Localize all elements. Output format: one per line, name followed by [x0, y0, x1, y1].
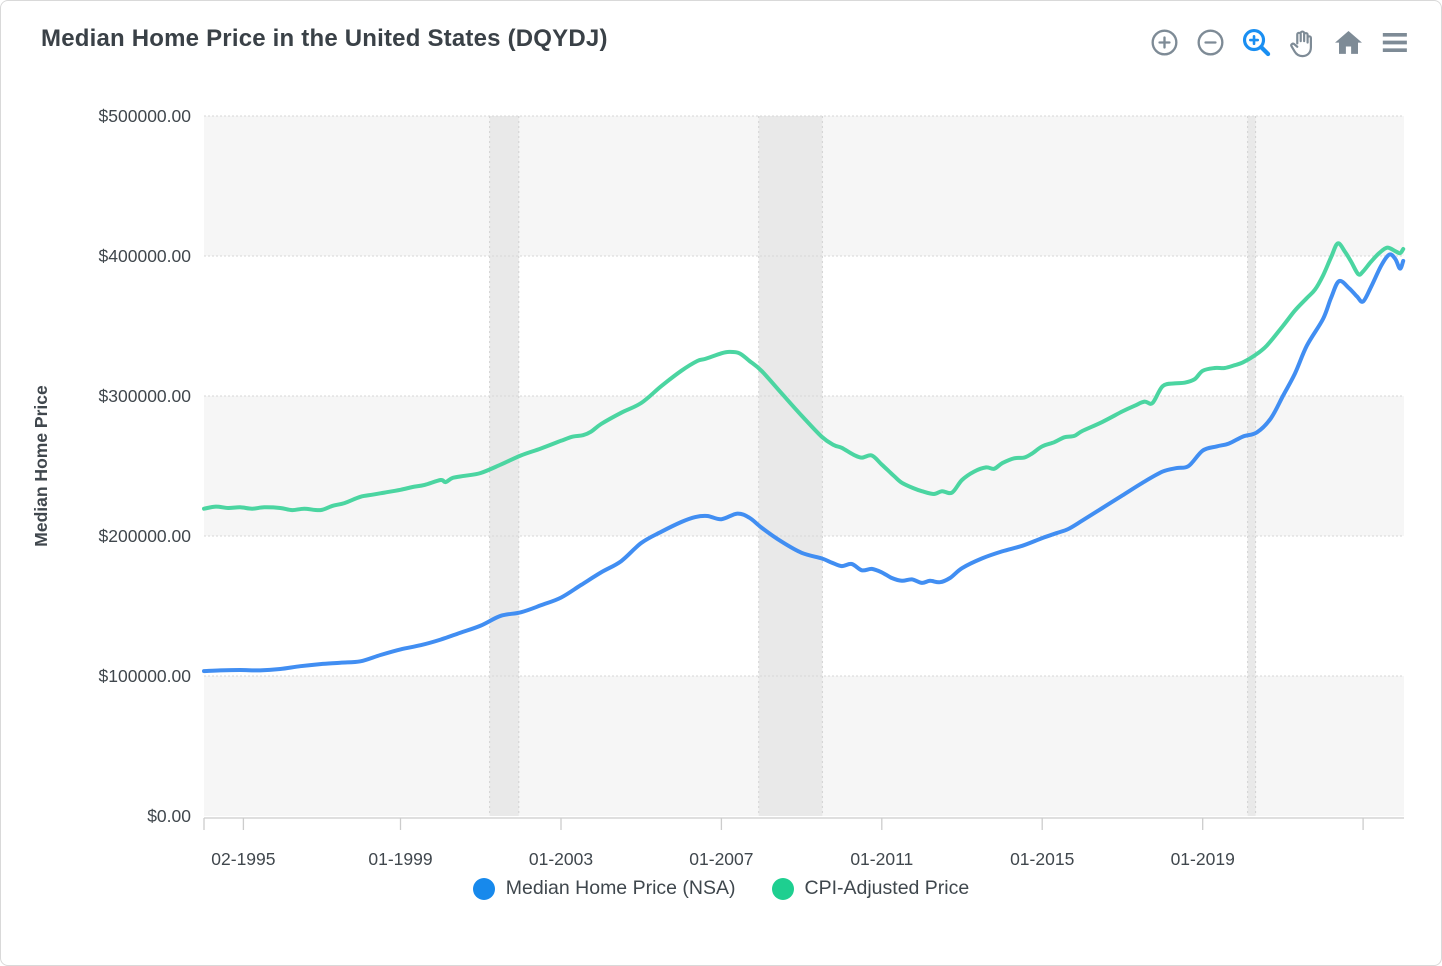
x-tick-label: 01-2015: [1010, 849, 1074, 869]
chart-header: Median Home Price in the United States (…: [1, 1, 1441, 79]
legend-label: Median Home Price (NSA): [505, 877, 736, 899]
x-tick-label: 01-2011: [850, 849, 913, 869]
y-tick-label: $400000.00: [99, 246, 192, 266]
x-tick-label: 01-2007: [689, 849, 753, 869]
chart-toolbar: [1148, 26, 1411, 59]
pan-hand-icon[interactable]: [1286, 26, 1319, 59]
y-tick-label: $300000.00: [99, 386, 192, 406]
legend-item-cpi-adjusted-price[interactable]: CPI-Adjusted Price: [771, 877, 970, 900]
legend-dot-blue-icon: [472, 877, 495, 900]
series-line-nsa[interactable]: [202, 252, 1406, 674]
y-tick-label: $200000.00: [99, 526, 192, 546]
zoom-select-icon[interactable]: [1240, 26, 1273, 59]
y-axis: $0.00 $100000.00 $200000.00 $300000.00 $4000…: [31, 106, 191, 826]
zoom-in-icon[interactable]: [1148, 26, 1181, 59]
page-title: Median Home Price in the United States (…: [41, 25, 608, 52]
x-tick-label: 01-2019: [1171, 849, 1235, 869]
chart-legend: Median Home Price (NSA) CPI-Adjusted Pri…: [1, 877, 1441, 900]
recession-band: [1247, 116, 1256, 816]
y-tick-label: $100000.00: [99, 666, 192, 686]
legend-item-median-home-price-nsa[interactable]: Median Home Price (NSA): [472, 877, 736, 900]
chart-plot-area[interactable]: 02-1995 01-1999 01-2003 01-2007 01-2011 01-20…: [1, 1, 1442, 869]
x-axis: 02-1995 01-1999 01-2003 01-2007 01-2011 01-20…: [203, 817, 1404, 869]
x-tick-label: 01-1999: [368, 849, 432, 869]
zoom-out-icon[interactable]: [1194, 26, 1227, 59]
x-tick-label: 02-1995: [211, 849, 275, 869]
gridlines: [204, 115, 1404, 677]
recession-band: [758, 116, 823, 816]
y-tick-label: $500000.00: [99, 106, 192, 126]
legend-label: CPI-Adjusted Price: [804, 877, 970, 899]
y-axis-title: Median Home Price: [31, 385, 51, 547]
y-tick-label: $0.00: [147, 806, 191, 826]
series-line-cpi[interactable]: [202, 241, 1406, 513]
legend-dot-green-icon: [771, 877, 794, 900]
menu-icon[interactable]: [1378, 26, 1411, 59]
recession-bands: [489, 116, 1257, 816]
home-reset-icon[interactable]: [1332, 26, 1365, 59]
x-tick-label: 01-2003: [529, 849, 593, 869]
